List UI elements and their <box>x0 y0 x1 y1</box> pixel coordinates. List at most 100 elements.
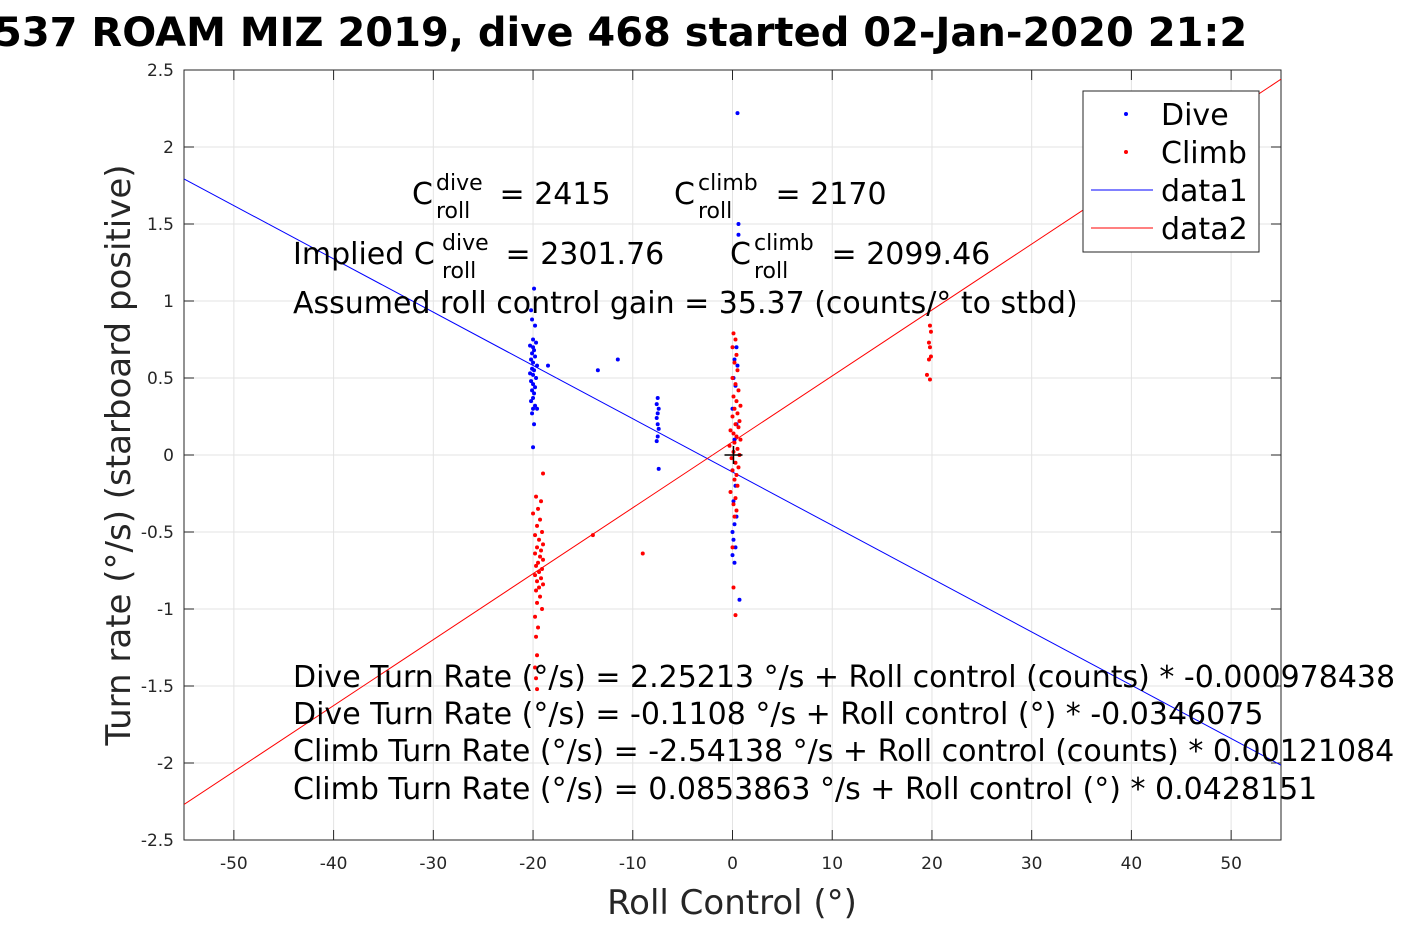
climb-point <box>590 533 595 538</box>
y-tick-label: 2.5 <box>147 61 174 81</box>
climb-point <box>733 382 738 387</box>
climb-point <box>533 551 538 556</box>
climb-point <box>534 563 539 568</box>
dive-point <box>532 391 537 396</box>
climb-point <box>538 594 543 599</box>
dive-point <box>534 340 539 345</box>
y-tick-label: -1 <box>157 600 174 620</box>
climb-point <box>539 576 544 581</box>
climb-point <box>730 545 735 550</box>
climb-point <box>728 489 733 494</box>
x-tick-label: 0 <box>727 854 738 874</box>
legend-label-data1: data1 <box>1161 174 1248 209</box>
climb-point <box>539 548 544 553</box>
climb-point <box>537 570 542 575</box>
dive-point <box>531 445 536 450</box>
implied-c-roll-climb-sub: roll <box>754 259 788 284</box>
legend-box <box>1082 90 1260 253</box>
dive-point <box>654 439 659 444</box>
climb-point <box>736 465 741 470</box>
dive-point <box>615 357 620 362</box>
dive-point <box>530 388 535 393</box>
climb-point <box>535 653 540 658</box>
c-roll-dive-sup: dive <box>436 171 483 196</box>
climb-point <box>732 360 737 365</box>
climb-point <box>534 588 539 593</box>
climb-point <box>538 554 543 559</box>
climb-point <box>736 425 741 430</box>
climb-point <box>733 613 738 618</box>
climb-point <box>737 419 742 424</box>
climb-point <box>535 600 540 605</box>
dive-point <box>732 522 737 527</box>
climb-point <box>924 372 929 377</box>
x-tick-label: -30 <box>419 854 447 874</box>
dive-point <box>732 437 737 442</box>
c-roll-dive-annotation: C dive roll = 2415 <box>412 171 611 224</box>
legend-label-dive: Dive <box>1161 98 1229 133</box>
legend-label-climb: Climb <box>1161 136 1247 171</box>
climb-point <box>731 394 736 399</box>
dive-point <box>533 385 538 390</box>
climb-point <box>531 511 536 516</box>
climb-point <box>927 377 932 382</box>
climb-point <box>733 422 738 427</box>
x-tick-label: -20 <box>519 854 547 874</box>
c-roll-climb-sub: roll <box>698 199 732 224</box>
dive-point <box>531 337 536 342</box>
dive-point <box>531 360 536 365</box>
climb-point <box>535 579 540 584</box>
x-tick-label: -10 <box>619 854 647 874</box>
dive-point <box>528 371 533 376</box>
dive-point <box>533 323 538 328</box>
climb-point <box>733 337 738 342</box>
dive-point <box>730 553 735 558</box>
x-tick-label: -40 <box>320 854 348 874</box>
climb-point <box>733 496 738 501</box>
dive-point <box>530 351 535 356</box>
climb-point <box>926 357 931 362</box>
dive-point <box>656 466 661 471</box>
dive-point <box>529 357 534 362</box>
climb-point <box>736 388 741 393</box>
c-roll-climb-annotation: C climb roll = 2170 <box>674 171 887 224</box>
climb-point <box>730 468 735 473</box>
dive-point <box>735 363 740 368</box>
implied-c-roll-dive-sup: dive <box>442 231 489 256</box>
x-tick-label: 40 <box>1121 854 1143 874</box>
climb-point <box>734 434 739 439</box>
climb-point <box>735 483 740 488</box>
dive-point <box>531 406 536 411</box>
y-tick-label: -1.5 <box>141 677 174 697</box>
climb-point <box>536 625 541 630</box>
dive-point <box>529 399 534 404</box>
dive-point <box>595 368 600 373</box>
c-roll-dive-symbol: C <box>412 177 433 212</box>
implied-c-roll-dive-annotation: Implied C dive roll = 2301.76 <box>293 231 664 284</box>
dive-point <box>655 422 660 427</box>
y-tick-label: 2 <box>163 138 174 158</box>
dive-point <box>531 372 536 377</box>
climb-point <box>926 340 931 345</box>
roll-gain-annotation: Assumed roll control gain = 35.37 (count… <box>293 286 1078 321</box>
y-tick-label: 0 <box>163 446 174 466</box>
dive-equation-counts: Dive Turn Rate (°/s) = 2.25213 °/s + Rol… <box>293 660 1395 695</box>
climb-point <box>734 352 739 357</box>
dive-point <box>732 560 737 565</box>
climb-point <box>540 530 545 534</box>
dive-point <box>531 396 536 401</box>
c-roll-climb-sup: climb <box>698 171 758 196</box>
implied-c-roll-climb-annotation: C climb roll = 2099.46 <box>730 231 990 284</box>
dive-point <box>532 422 537 427</box>
dive-point <box>532 286 537 291</box>
dive-point <box>734 345 739 350</box>
dive-point <box>736 232 741 237</box>
y-tick-label: 0.5 <box>147 369 174 389</box>
x-tick-label: 20 <box>921 854 943 874</box>
dive-point <box>656 406 661 411</box>
dive-point <box>735 111 740 116</box>
climb-point <box>733 460 738 465</box>
y-tick-label: -2 <box>157 754 174 774</box>
climb-point <box>731 585 736 590</box>
legend-marker-climb <box>1124 150 1128 154</box>
